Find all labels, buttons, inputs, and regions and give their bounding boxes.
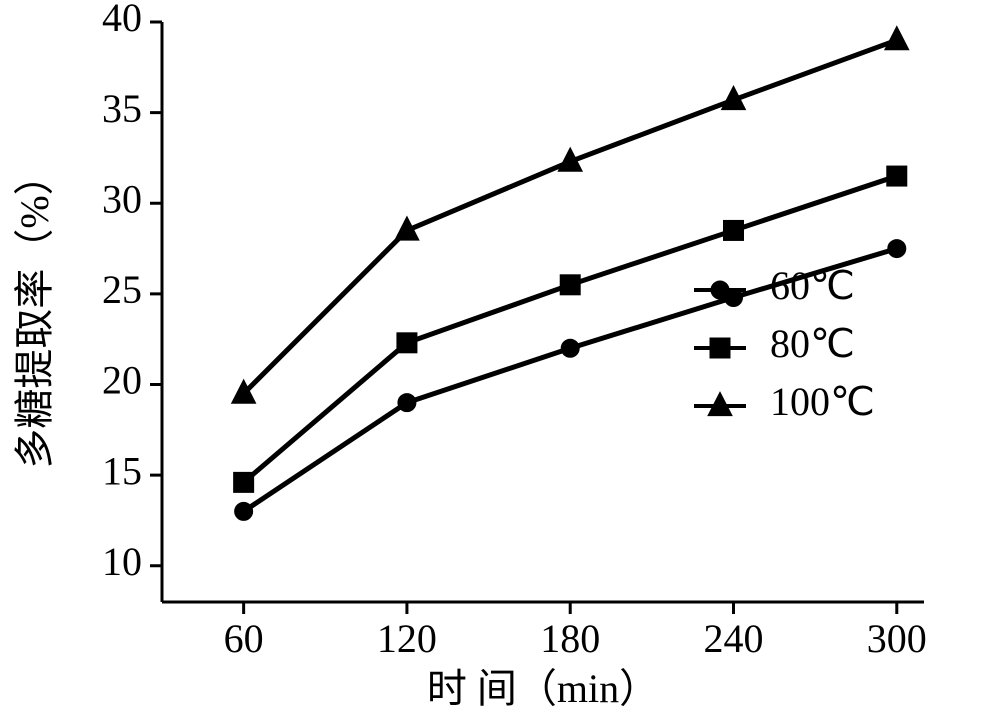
legend: 60℃ 80℃ 100℃ [694, 263, 875, 424]
y-axis-label: 多糖提取率（%） [12, 155, 57, 468]
legend-label: 80℃ [770, 321, 855, 366]
marker-square [397, 333, 417, 353]
x-axis-label: 时 间（min） [427, 666, 659, 711]
marker-square [887, 166, 907, 186]
x-tick-label: 120 [377, 616, 437, 661]
marker-circle [561, 339, 579, 357]
y-tick-label: 10 [102, 539, 142, 584]
marker-circle [888, 240, 906, 258]
y-tick-label: 40 [102, 0, 142, 40]
y-tick-label: 30 [102, 176, 142, 221]
marker-square [724, 220, 744, 240]
marker-square [560, 275, 580, 295]
x-tick-label: 180 [540, 616, 600, 661]
marker-circle [398, 394, 416, 412]
x-tick-label: 240 [704, 616, 764, 661]
chart-container: 10 15 20 25 30 35 40 60 120 180 240 300 时 间（min） 多糖提取… [0, 0, 1000, 728]
line-chart: 10 15 20 25 30 35 40 60 120 180 240 300 时 间（min） 多糖提取… [0, 0, 1000, 728]
y-tick-label: 15 [102, 448, 142, 493]
y-tick-label: 20 [102, 358, 142, 403]
x-tick-label: 300 [867, 616, 927, 661]
x-tick-label: 60 [224, 616, 264, 661]
y-tick-label: 25 [102, 267, 142, 312]
marker-square [710, 338, 730, 358]
marker-triangle [885, 26, 909, 49]
marker-circle [235, 502, 253, 520]
legend-label: 60℃ [770, 263, 855, 308]
legend-label: 100℃ [770, 379, 875, 424]
y-tick-label: 35 [102, 86, 142, 131]
marker-square [234, 472, 254, 492]
marker-circle [711, 281, 729, 299]
marker-triangle [708, 392, 732, 415]
